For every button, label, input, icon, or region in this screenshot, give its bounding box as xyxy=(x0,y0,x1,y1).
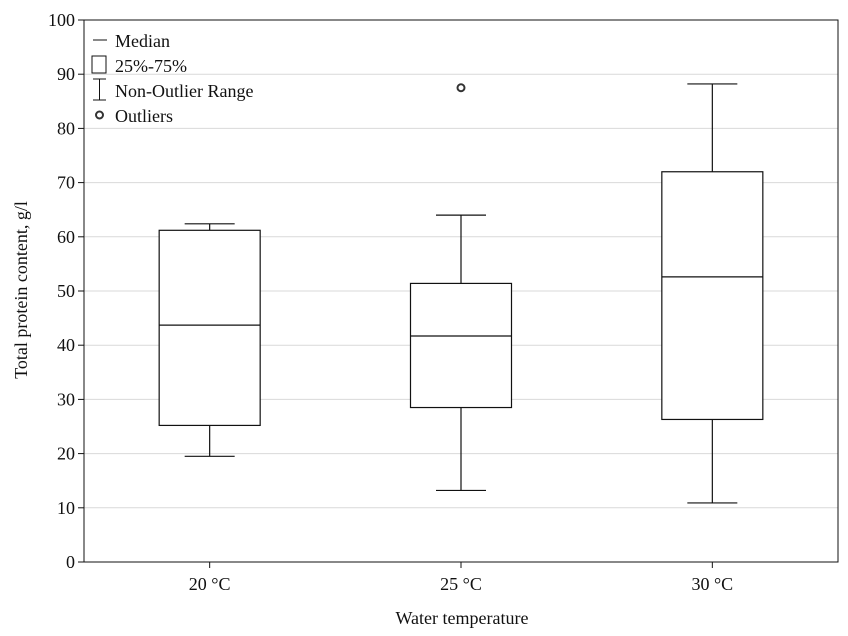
y-tick-label-80: 80 xyxy=(57,118,75,138)
y-tick-label-70: 70 xyxy=(57,173,75,193)
box-series xyxy=(158,83,764,504)
iqr-box-1 xyxy=(158,229,261,427)
box-group-1 xyxy=(158,223,261,457)
y-axis-title: Total protein content, g/l xyxy=(11,201,31,379)
legend-median-label: Median xyxy=(115,31,170,51)
legend-item-outlier: Outliers xyxy=(95,106,173,126)
legend-outlier-symbol xyxy=(95,110,104,120)
box-group-2 xyxy=(409,83,513,492)
legend: Median 25%-75% Non-Outlier Range Outlier… xyxy=(91,31,253,126)
iqr-box-3 xyxy=(661,171,764,421)
y-tick-label-10: 10 xyxy=(57,498,75,518)
y-tick-label-90: 90 xyxy=(57,64,75,84)
legend-item-box: 25%-75% xyxy=(91,55,187,76)
legend-outlier-label: Outliers xyxy=(115,106,173,126)
x-axis-ticks: 20 °C 25 °C 30 °C xyxy=(189,562,733,594)
y-tick-label-30: 30 xyxy=(57,389,75,409)
legend-item-whisker: Non-Outlier Range xyxy=(93,78,253,101)
legend-box-label: 25%-75% xyxy=(115,56,187,76)
x-tick-label-3: 30 °C xyxy=(691,574,733,594)
y-tick-label-100: 100 xyxy=(48,10,75,30)
legend-item-median: Median xyxy=(93,31,170,51)
iqr-box-2 xyxy=(409,282,513,409)
x-tick-label-2: 25 °C xyxy=(440,574,482,594)
y-tick-label-20: 20 xyxy=(57,444,75,464)
plot-area-frame xyxy=(83,19,839,563)
x-axis-title: Water temperature xyxy=(396,608,529,628)
legend-whisker-label: Non-Outlier Range xyxy=(115,81,253,101)
box-group-3 xyxy=(661,83,764,504)
y-tick-label-0: 0 xyxy=(66,552,75,572)
y-tick-label-60: 60 xyxy=(57,227,75,247)
outlier-point-2-1 xyxy=(456,83,466,93)
y-axis-ticks: 0 10 20 30 40 50 60 70 80 90 100 xyxy=(48,10,84,572)
legend-box-symbol xyxy=(91,55,107,74)
y-tick-label-50: 50 xyxy=(57,281,75,301)
x-tick-label-1: 20 °C xyxy=(189,574,231,594)
y-tick-label-40: 40 xyxy=(57,335,75,355)
